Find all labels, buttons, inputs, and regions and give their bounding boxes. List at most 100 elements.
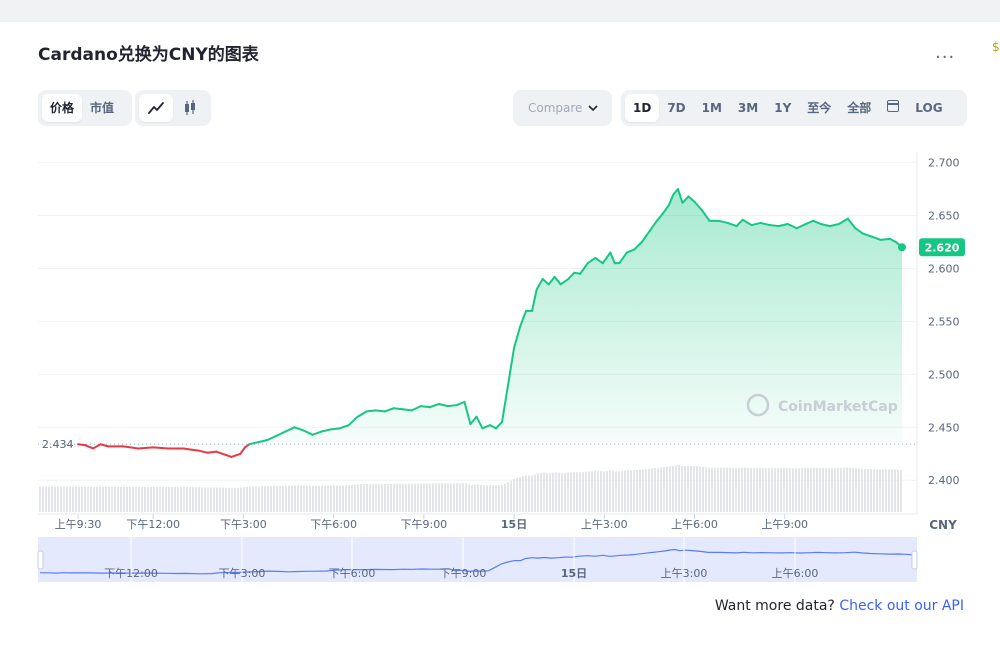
price-segment xyxy=(284,426,296,433)
volume-bar xyxy=(105,486,107,512)
volume-bar xyxy=(459,483,461,512)
currency-label: CNY xyxy=(929,518,957,532)
volume-bar xyxy=(303,485,305,512)
volume-bar xyxy=(117,486,119,512)
tab-1m[interactable]: 1M xyxy=(701,101,722,115)
tab-market-cap[interactable]: 市值 xyxy=(90,101,115,115)
volume-bar xyxy=(381,483,383,512)
volume-bar xyxy=(195,487,197,512)
volume-bar xyxy=(129,486,131,512)
price-segment xyxy=(535,278,544,291)
tab-3m[interactable]: 3M xyxy=(737,101,759,115)
price-segment xyxy=(519,309,528,328)
volume-bar xyxy=(156,487,158,512)
navigator-handle-right[interactable] xyxy=(911,550,918,570)
volume-bar xyxy=(183,487,185,512)
volume-bar xyxy=(423,483,425,512)
volume-bar xyxy=(135,487,137,512)
volume-bar xyxy=(708,467,710,512)
volume-bar xyxy=(438,483,440,512)
volume-bar xyxy=(141,487,143,512)
volume-bar xyxy=(636,470,638,512)
navigator-window[interactable] xyxy=(38,537,917,582)
volume-bar xyxy=(39,486,41,512)
volume-bar xyxy=(162,487,164,512)
volume-bar xyxy=(657,467,659,512)
current-price-label: 2.620 xyxy=(925,241,960,254)
volume-bar xyxy=(843,467,845,512)
price-segment xyxy=(311,430,323,436)
price-segment xyxy=(501,383,510,423)
price-segment xyxy=(735,218,744,228)
navigator-handle-left[interactable] xyxy=(37,550,44,570)
volume-bar xyxy=(897,469,899,512)
tab-price[interactable]: 价格 xyxy=(42,94,83,122)
tab-ytd[interactable]: 至今 xyxy=(807,101,832,115)
price-segment xyxy=(437,403,449,408)
volume-bar xyxy=(192,487,194,512)
price-segment xyxy=(768,224,780,228)
tab-log[interactable]: LOG xyxy=(915,101,943,115)
volume-bar xyxy=(738,468,740,512)
volume-bar xyxy=(822,468,824,512)
volume-bar xyxy=(675,465,677,512)
x-tick-label: 上午3:00 xyxy=(581,518,628,531)
volume-bar xyxy=(66,486,68,512)
volume-bar xyxy=(558,472,560,512)
volume-bar xyxy=(687,465,689,512)
x-tick-label: 上午9:00 xyxy=(761,518,808,531)
volume-bar xyxy=(681,465,683,512)
date-range-button[interactable] xyxy=(879,94,907,122)
volume-bar xyxy=(447,483,449,512)
price-segment xyxy=(655,212,664,222)
volume-bar xyxy=(453,483,455,512)
line-chart-button[interactable] xyxy=(139,94,173,122)
compare-dropdown[interactable]: Compare xyxy=(513,90,612,126)
volume-bar xyxy=(333,485,335,512)
compare-label: Compare xyxy=(528,101,583,115)
volume-bar xyxy=(246,486,248,512)
volume-bar xyxy=(504,483,506,512)
price-chart[interactable]: CoinMarketCap 2.400 2.450 2.500 2.550 2.600 2… xyxy=(0,22,1000,582)
price-segment xyxy=(804,219,815,225)
tab-7d[interactable]: 7D xyxy=(667,101,686,115)
volume-bar xyxy=(375,483,377,512)
volume-bar xyxy=(387,483,389,512)
volume-bar xyxy=(252,486,254,512)
tab-all[interactable]: 全部 xyxy=(847,101,872,115)
price-segment xyxy=(455,400,466,407)
volume-bar xyxy=(645,469,647,512)
price-segment xyxy=(573,271,582,275)
volume-bar xyxy=(756,468,758,512)
price-segment xyxy=(531,288,538,312)
volume-bar xyxy=(873,469,875,512)
price-segment xyxy=(541,278,550,286)
volume-bar xyxy=(243,487,245,512)
volume-bar xyxy=(366,483,368,512)
volume-bar xyxy=(312,485,314,512)
volume-bar xyxy=(564,472,566,512)
price-segment xyxy=(495,421,504,430)
volume-bar xyxy=(801,468,803,512)
candlestick-button[interactable] xyxy=(173,94,207,122)
tab-1d[interactable]: 1D xyxy=(625,94,660,122)
volume-bar xyxy=(72,486,74,512)
tab-1y[interactable]: 1Y xyxy=(774,101,792,115)
chevron-down-icon xyxy=(588,102,599,115)
volume-bar xyxy=(603,471,605,512)
api-link[interactable]: Check out our API xyxy=(839,598,964,614)
volume-bar xyxy=(858,468,860,512)
volume-bar xyxy=(729,467,731,512)
volume-bar xyxy=(600,471,602,512)
volume-bar xyxy=(291,485,293,512)
price-segment xyxy=(819,223,831,228)
volume-bar xyxy=(465,483,467,512)
volume-bar xyxy=(492,485,494,512)
y-tick-label: 2.400 xyxy=(928,474,960,487)
volume-bar xyxy=(576,472,578,512)
volume-bar xyxy=(426,483,428,512)
volume-bar xyxy=(411,483,413,512)
volume-bar xyxy=(852,468,854,512)
more-options-button[interactable]: ... xyxy=(935,42,956,63)
price-segment xyxy=(392,407,404,411)
